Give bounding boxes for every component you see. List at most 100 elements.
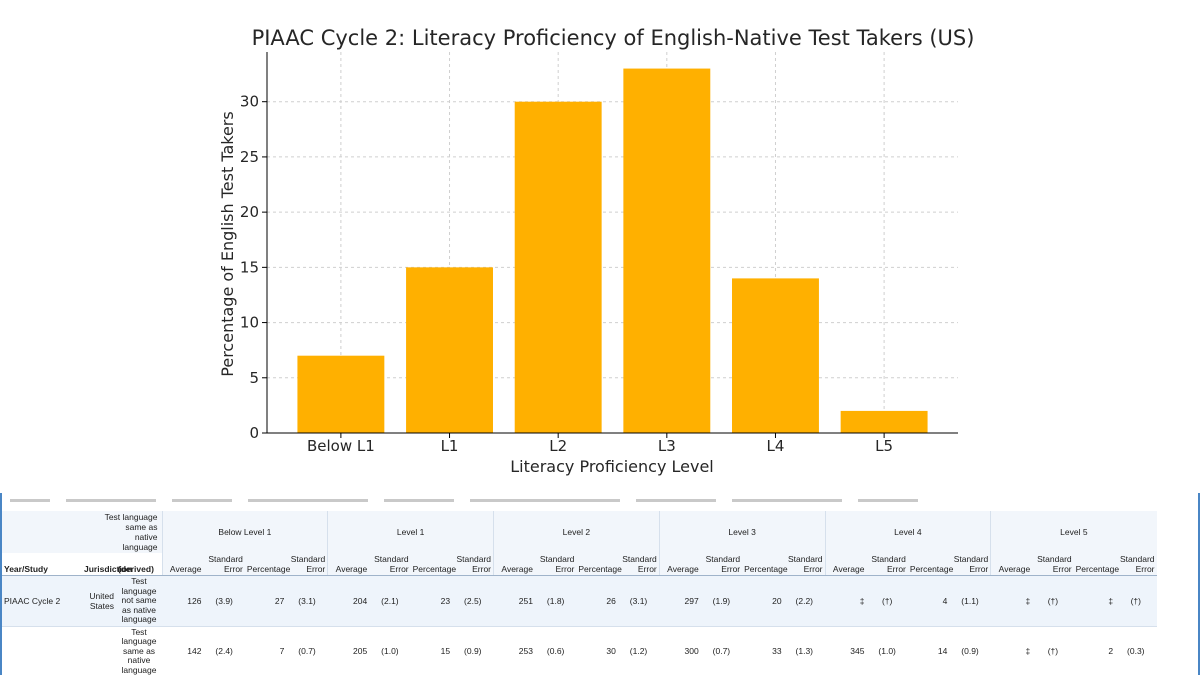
col-header-average: Average (990, 553, 1033, 576)
cell-value: (1.8) (534, 575, 577, 627)
cell-value: (†) (1032, 575, 1074, 627)
col-header-derived: (derived) (116, 553, 162, 576)
y-ticks: 0 5 10 15 20 25 30 (240, 93, 267, 442)
bar-below-l1 (297, 355, 385, 433)
cell-value: ‡ (1073, 575, 1116, 627)
cell-value: (1.3) (783, 626, 825, 675)
cell-value: (†) (1032, 626, 1074, 675)
chart-title: PIAAC Cycle 2: Literacy Proficiency of E… (252, 26, 975, 50)
x-tick-label: Below L1 (307, 437, 375, 455)
cell-value: 14 (907, 626, 950, 675)
cell-value: 7 (244, 626, 287, 675)
cell-value: 23 (410, 575, 453, 627)
col-header-average: Average (327, 553, 370, 576)
col-header-percentage: Percentage (576, 553, 622, 576)
cell-value: (3.9) (203, 575, 245, 627)
col-header-percentage: Percentage (410, 553, 456, 576)
col-header-percentage: Percentage (1073, 553, 1119, 576)
cell-value: 251 (493, 575, 535, 627)
level-header-row: Test language same as native language Be… (2, 511, 1198, 553)
cell-value: 205 (327, 626, 370, 675)
cell-value: (1.1) (949, 575, 991, 627)
cell-value: (†) (866, 575, 908, 627)
x-tick-label: L5 (875, 437, 893, 455)
col-header-year: Year/Study (2, 553, 82, 576)
cell-value: 126 (162, 575, 204, 627)
x-tick-label: L4 (767, 437, 785, 455)
cell-value: (0.6) (534, 626, 577, 675)
cell-value: ‡ (990, 626, 1033, 675)
col-header-average: Average (492, 553, 535, 576)
y-tick-label: 20 (240, 203, 259, 221)
cell-value: 20 (742, 575, 784, 627)
x-tick-label: L1 (441, 437, 459, 455)
cell-value: 204 (327, 575, 370, 627)
col-header-jurisdiction: Jurisdiction (82, 553, 132, 576)
data-table: Test language same as native language Be… (2, 511, 1198, 675)
cell-year-study (2, 626, 82, 675)
cell-value: (0.7) (286, 626, 328, 675)
col-header-standard-error: Standard Error (700, 553, 743, 576)
table-body: PIAAC Cycle 2 United States Test language … (2, 575, 1198, 675)
y-tick-label: 10 (240, 314, 259, 332)
col-header-standard-error: Standard Error (203, 553, 245, 576)
corner-header: Test language same as native language (104, 512, 158, 552)
bar-chart: PIAAC Cycle 2: Literacy Proficiency of E… (218, 26, 975, 476)
bar-l3 (623, 68, 711, 433)
cell-value: (1.0) (866, 626, 908, 675)
x-tick-label: L2 (549, 437, 567, 455)
y-axis-label: Percentage of English Test Takers (218, 111, 237, 376)
bar-l1 (406, 267, 493, 433)
bars (297, 68, 928, 434)
level-header: Below Level 1 (161, 511, 328, 553)
cell-value: (3.1) (286, 575, 328, 627)
table-row: Test language same as native language 142… (2, 626, 1198, 675)
col-header-standard-error: Standard Error (534, 553, 577, 576)
cell-value: 142 (162, 626, 204, 675)
bar-l2 (514, 101, 602, 434)
col-header-standard-error: Standard Error (369, 553, 411, 576)
cell-value: (0.3) (1115, 626, 1157, 675)
level-header: Level 2 (493, 511, 660, 553)
y-tick-label: 25 (240, 148, 259, 166)
axes (266, 52, 958, 434)
col-header-standard-error: Standard Error (1115, 553, 1157, 576)
col-header-standard-error: Standard Error (783, 553, 825, 576)
cell-value: (0.9) (949, 626, 991, 675)
cell-value: 297 (659, 575, 701, 627)
data-table-panel: Test language same as native language Be… (0, 493, 1200, 675)
cell-value: (2.1) (369, 575, 411, 627)
cell-value: 300 (659, 626, 701, 675)
bar-l4 (732, 278, 819, 433)
table-row: PIAAC Cycle 2 United States Test language … (2, 575, 1198, 627)
col-header-standard-error: Standard Error (1032, 553, 1074, 576)
col-header-standard-error: Standard Error (949, 553, 991, 576)
cell-value: (1.2) (617, 626, 660, 675)
col-header-average: Average (824, 553, 867, 576)
cell-value: 253 (493, 626, 535, 675)
col-header-average: Average (161, 553, 204, 576)
col-header-percentage: Percentage (742, 553, 788, 576)
cell-jurisdiction: United States (82, 575, 116, 627)
cell-value: 26 (576, 575, 618, 627)
col-header-percentage: Percentage (244, 553, 290, 576)
level-header: Level 4 (824, 511, 991, 553)
cell-value: 15 (410, 626, 453, 675)
col-header-standard-error: Standard Error (866, 553, 908, 576)
y-tick-label: 30 (240, 93, 259, 111)
x-tick-label: L3 (658, 437, 676, 455)
col-header-average: Average (658, 553, 701, 576)
x-axis-label: Literacy Proficiency Level (510, 457, 713, 476)
cell-value: 4 (907, 575, 950, 627)
cell-value: (1.9) (700, 575, 743, 627)
cell-value: 345 (825, 626, 867, 675)
chart-area: PIAAC Cycle 2: Literacy Proficiency of E… (218, 26, 975, 476)
y-tick-label: 5 (249, 369, 259, 387)
cell-value: 2 (1073, 626, 1116, 675)
level-header: Level 1 (327, 511, 494, 553)
col-header-standard-error: Standard Error (452, 553, 494, 576)
cell-value: (1.0) (369, 626, 411, 675)
cell-value: (0.7) (700, 626, 743, 675)
cell-value: 27 (244, 575, 287, 627)
cell-value: (2.4) (203, 626, 245, 675)
